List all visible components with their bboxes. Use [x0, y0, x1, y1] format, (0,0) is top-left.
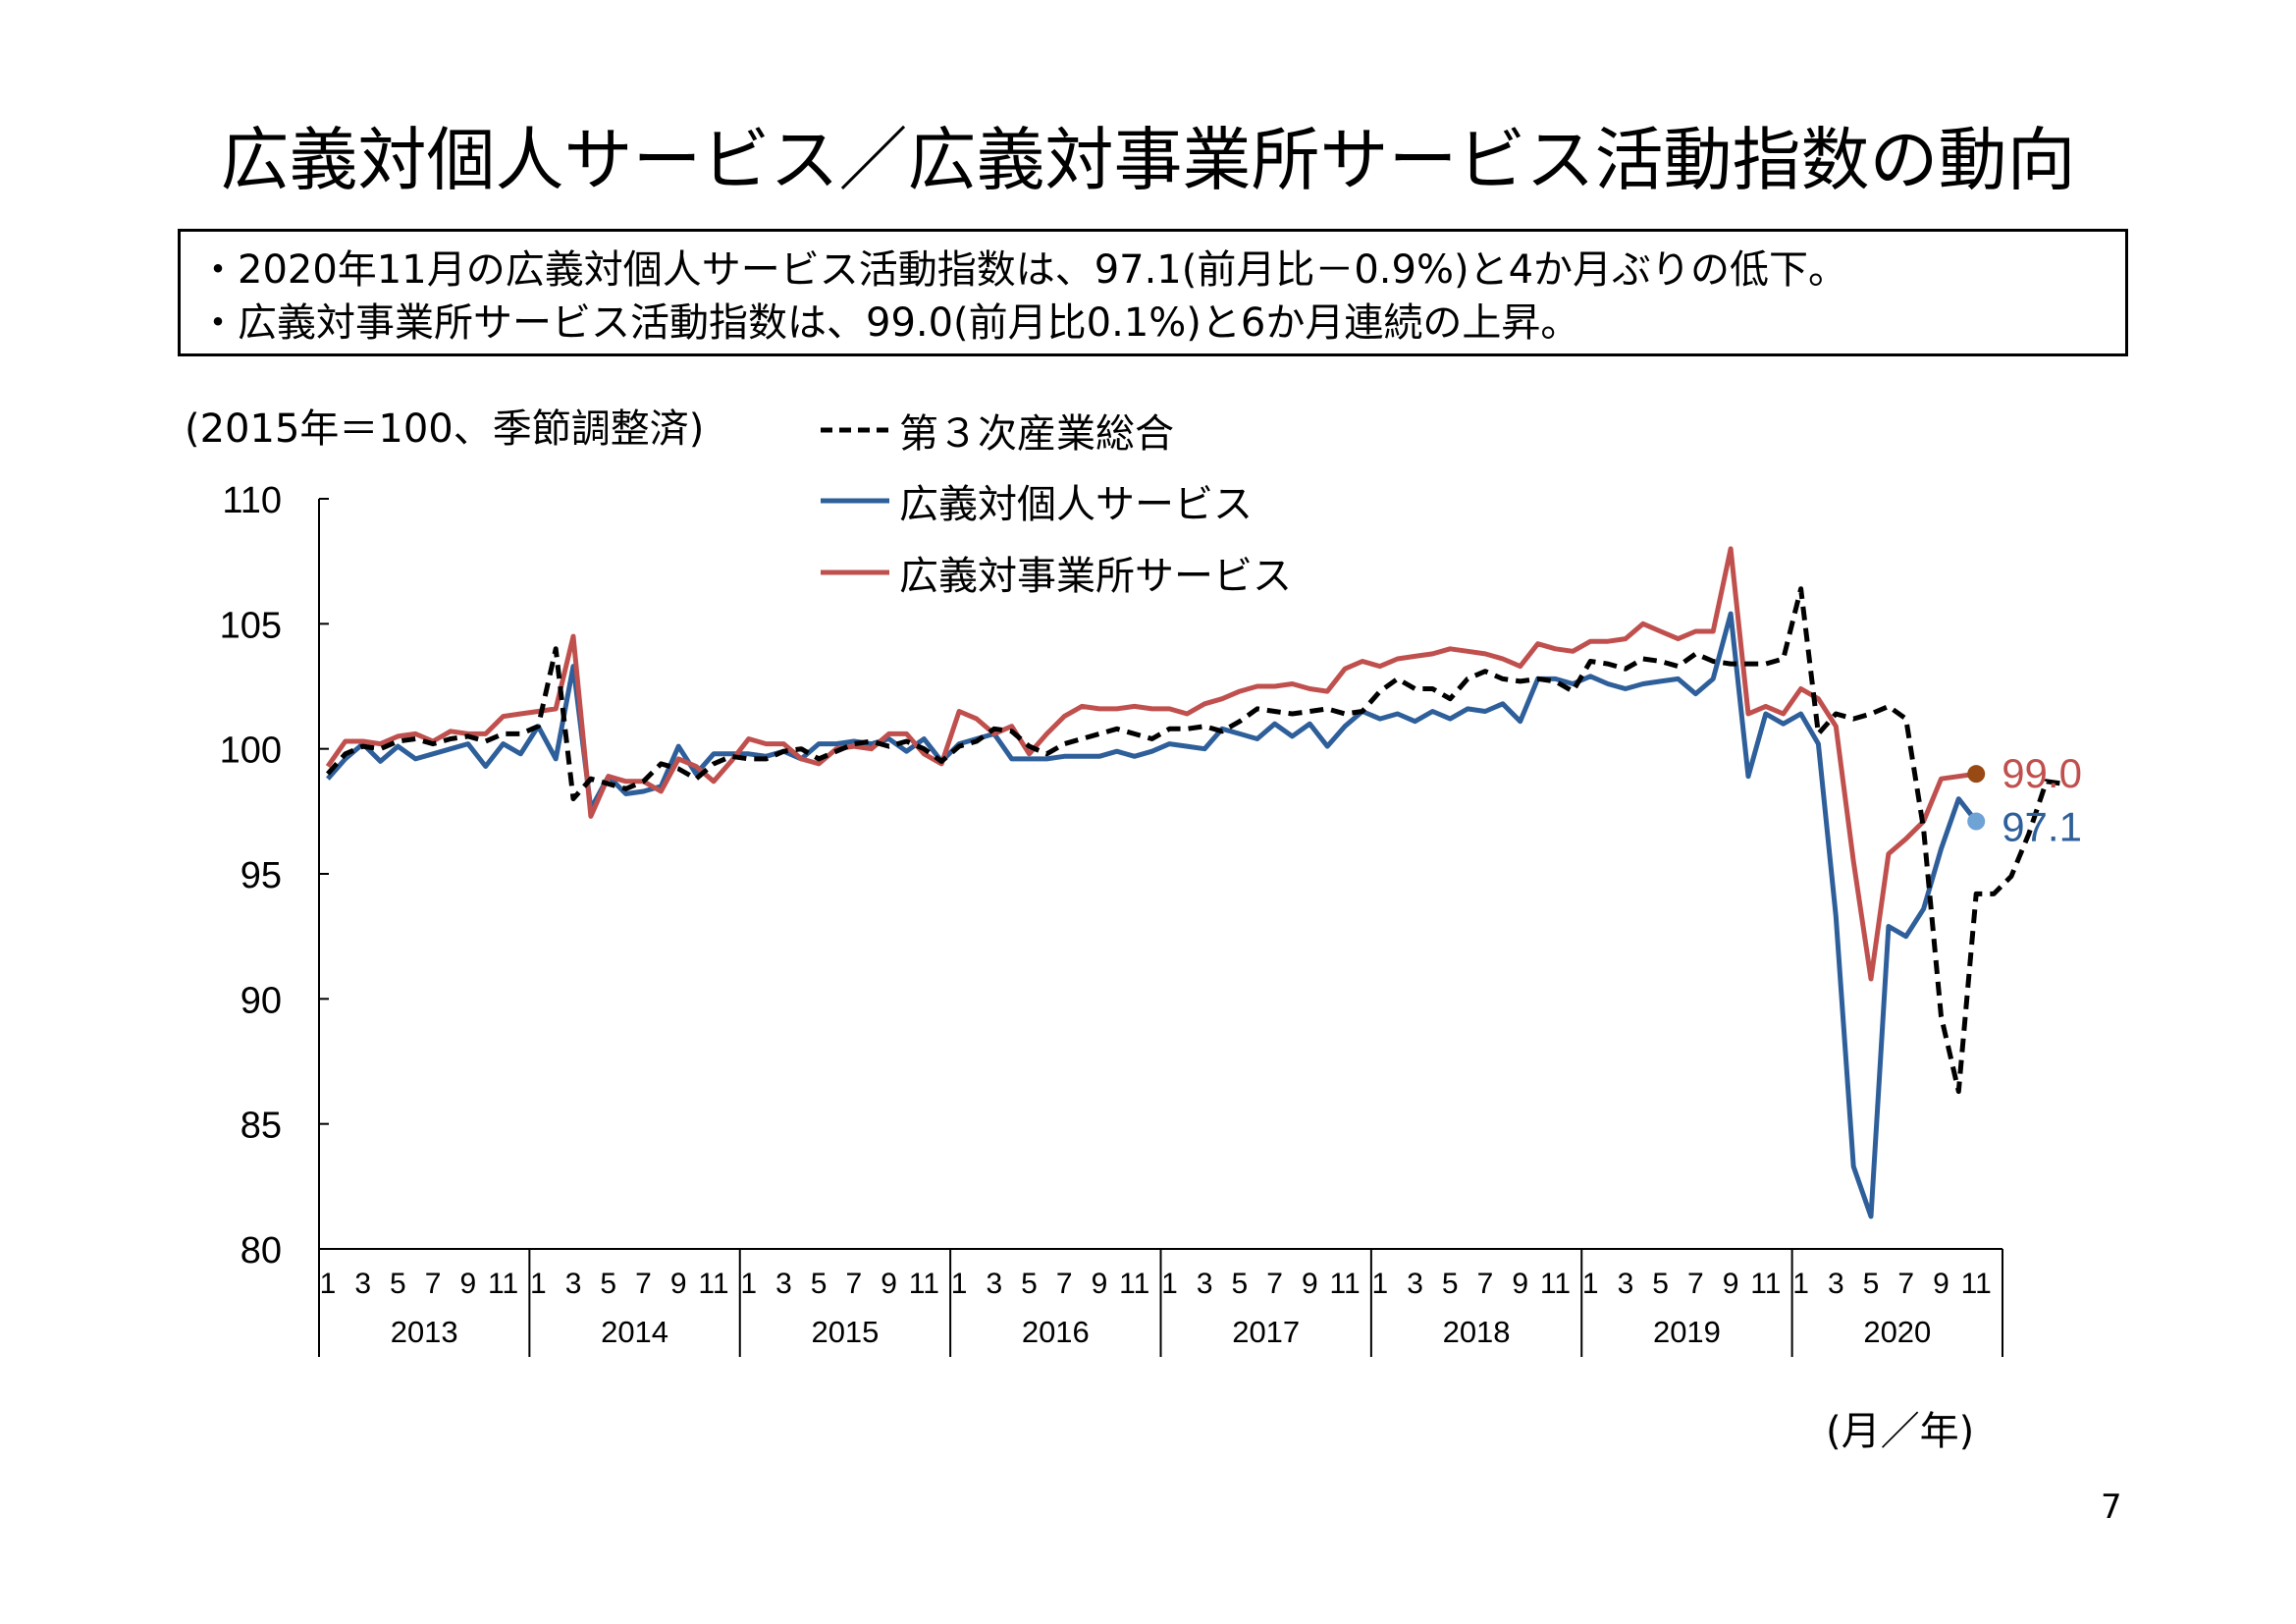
legend-item-personal: 広義対個人サービス	[821, 471, 1253, 530]
x-month-label: 1	[1371, 1268, 1388, 1300]
y-tick-label: 90	[240, 980, 282, 1021]
x-month-label: 3	[565, 1268, 582, 1300]
x-month-label: 9	[1302, 1268, 1318, 1300]
x-month-label: 9	[460, 1268, 477, 1300]
x-month-label: 11	[1330, 1268, 1361, 1300]
x-month-label: 11	[909, 1268, 939, 1300]
x-month-label: 3	[354, 1268, 371, 1300]
x-year-label: 2014	[601, 1315, 668, 1349]
x-month-label: 5	[600, 1268, 616, 1300]
legend-label-business: 広義対事業所サービス	[899, 554, 1292, 599]
x-month-label: 9	[1933, 1268, 1949, 1300]
x-month-label: 1	[951, 1268, 968, 1300]
x-year-label: 2017	[1232, 1315, 1300, 1349]
legend-swatch-personal	[821, 498, 889, 504]
x-month-label: 7	[1056, 1268, 1073, 1300]
x-month-label: 7	[1266, 1268, 1283, 1300]
x-month-label: 5	[1232, 1268, 1249, 1300]
series-line-personal	[326, 611, 1979, 1219]
x-month-label: 5	[1652, 1268, 1669, 1300]
x-month-label: 5	[390, 1268, 406, 1300]
x-month-label: 9	[1092, 1268, 1108, 1300]
page-number: 7	[2101, 1488, 2122, 1527]
x-year-label: 2020	[1863, 1315, 1931, 1349]
legend-item-business: 広義対事業所サービス	[821, 543, 1292, 602]
x-month-label: 7	[1477, 1268, 1494, 1300]
y-unit-label: (2015年＝100、季節調整済)	[185, 406, 705, 452]
series-line-business	[325, 546, 1977, 982]
x-year-label: 2019	[1653, 1315, 1721, 1349]
x-month-label: 9	[1723, 1268, 1739, 1300]
x-month-label: 11	[1961, 1268, 1992, 1300]
x-month-label: 9	[1512, 1268, 1528, 1300]
x-month-label: 3	[1407, 1268, 1423, 1300]
x-month-label: 7	[425, 1268, 442, 1300]
x-month-label: 11	[1540, 1268, 1571, 1300]
y-tick-label: 80	[240, 1230, 282, 1272]
legend-swatch-business	[821, 569, 889, 575]
x-month-label: 7	[635, 1268, 652, 1300]
x-month-label: 7	[846, 1268, 863, 1300]
y-tick-label: 110	[222, 480, 282, 521]
x-month-label: 9	[670, 1268, 687, 1300]
page-title: 広義対個人サービス／広義対事業所サービス活動指数の動向	[220, 120, 2076, 200]
x-month-label: 5	[1863, 1268, 1880, 1300]
x-month-label: 5	[1021, 1268, 1038, 1300]
x-month-label: 3	[1828, 1268, 1844, 1300]
y-tick-label: 95	[240, 855, 282, 896]
end-value-label: 97.1	[2002, 804, 2082, 850]
x-month-label: 11	[1119, 1268, 1149, 1300]
x-month-label: 3	[986, 1268, 1002, 1300]
x-month-label: 9	[881, 1268, 897, 1300]
x-month-label: 3	[1618, 1268, 1634, 1300]
x-month-label: 1	[1161, 1268, 1178, 1300]
legend-swatch-dashed	[821, 427, 889, 433]
x-unit-label: (月／年)	[1826, 1409, 1975, 1454]
x-year-label: 2013	[391, 1315, 458, 1349]
x-month-label: 5	[1442, 1268, 1459, 1300]
x-month-label: 1	[1582, 1268, 1599, 1300]
x-month-label: 11	[1750, 1268, 1781, 1300]
end-marker	[1967, 812, 1986, 831]
x-month-label: 5	[811, 1268, 828, 1300]
x-month-label: 1	[740, 1268, 757, 1300]
x-month-label: 1	[530, 1268, 547, 1300]
x-month-label: 7	[1897, 1268, 1914, 1300]
legend-label-personal: 広義対個人サービス	[899, 482, 1253, 527]
y-tick-label: 85	[240, 1106, 282, 1147]
x-month-label: 11	[698, 1268, 728, 1300]
series-line-tertiary	[326, 586, 2064, 1095]
x-month-label: 7	[1687, 1268, 1704, 1300]
summary-line-personal: ・2020年11月の広義対個人サービス活動指数は、97.1(前月比－0.9%)と…	[198, 247, 1848, 293]
x-year-label: 2018	[1443, 1315, 1511, 1349]
summary-box: ・2020年11月の広義対個人サービス活動指数は、97.1(前月比－0.9%)と…	[178, 229, 2128, 356]
legend-item-tertiary: 第３次産業総合	[821, 401, 1174, 460]
end-value-label: 99.0	[2002, 750, 2082, 796]
x-month-label: 11	[488, 1268, 518, 1300]
x-month-label: 1	[320, 1268, 337, 1300]
legend-label-tertiary: 第３次産業総合	[899, 411, 1174, 457]
y-tick-label: 105	[220, 605, 282, 646]
end-marker	[1967, 765, 1986, 784]
y-tick-label: 100	[220, 731, 282, 772]
x-month-label: 3	[775, 1268, 792, 1300]
x-year-label: 2016	[1022, 1315, 1090, 1349]
x-month-label: 3	[1197, 1268, 1213, 1300]
x-year-label: 2015	[811, 1315, 879, 1349]
x-month-label: 1	[1792, 1268, 1809, 1300]
summary-line-business: ・広義対事業所サービス活動指数は、99.0(前月比0.1%)と6か月連続の上昇。	[198, 300, 1580, 346]
